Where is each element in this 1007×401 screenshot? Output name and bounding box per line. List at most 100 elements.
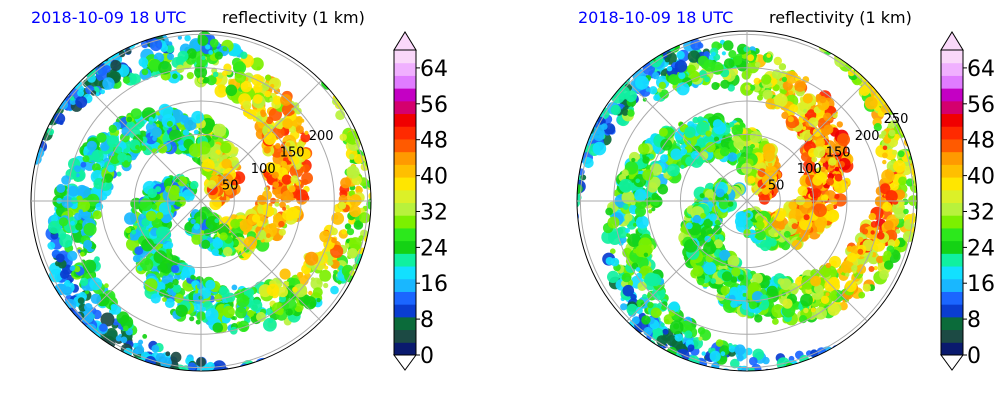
echo-cell <box>190 274 196 280</box>
echo-cell <box>339 133 347 141</box>
echo-cell <box>742 292 747 297</box>
echo-cell <box>169 185 180 196</box>
echo-cell <box>704 235 711 243</box>
echo-cell <box>31 133 38 141</box>
echo-cell <box>83 330 91 338</box>
echo-cell <box>715 339 724 347</box>
echo-cell <box>220 373 234 387</box>
echo-cell <box>135 144 140 150</box>
range-ring-label: 250 <box>884 112 909 127</box>
echo-cell <box>836 121 843 128</box>
echo-cell <box>908 131 917 146</box>
echo-cell <box>577 197 581 208</box>
echo-cell <box>195 319 201 325</box>
echo-cell <box>76 73 81 79</box>
echo-cell <box>868 212 877 221</box>
echo-cell <box>347 104 358 114</box>
echo-cell <box>148 120 153 125</box>
echo-cell <box>233 61 247 75</box>
echo-cell <box>715 188 725 198</box>
echo-cell <box>710 370 722 371</box>
echo-cell <box>79 277 89 287</box>
echo-cell <box>271 171 279 179</box>
echo-cell <box>678 361 684 367</box>
echo-cell <box>735 53 743 60</box>
echo-cell <box>83 239 93 250</box>
echo-cell <box>131 229 137 235</box>
echo-cell <box>151 344 160 353</box>
echo-cell <box>247 309 255 318</box>
echo-cell <box>17 166 30 179</box>
echo-cell <box>647 301 654 309</box>
echo-cell <box>194 372 201 379</box>
echo-cell <box>820 295 830 304</box>
echo-cell <box>342 90 349 97</box>
echo-cell <box>666 163 680 177</box>
echo-cell <box>860 68 867 75</box>
colorbar-extend-min <box>393 354 417 371</box>
echo-cell <box>356 112 366 123</box>
echo-cell <box>770 78 778 85</box>
echo-cell <box>662 328 669 335</box>
echo-cell <box>711 82 720 90</box>
echo-cell <box>272 188 279 195</box>
echo-cell <box>374 182 380 188</box>
echo-cell <box>129 73 141 85</box>
echo-cell <box>754 61 761 68</box>
echo-cell <box>674 333 683 342</box>
echo-cell <box>96 43 110 57</box>
echo-cell <box>219 285 228 294</box>
echo-cell <box>895 228 901 234</box>
echo-cell <box>171 265 179 273</box>
echo-cell <box>308 290 313 296</box>
echo-cell <box>582 119 594 130</box>
echo-cell <box>911 138 917 150</box>
echo-cell <box>285 308 293 316</box>
echo-cell <box>64 279 71 287</box>
echo-cell <box>781 374 786 379</box>
echo-cell <box>570 154 577 161</box>
echo-cell <box>205 44 211 50</box>
echo-cell <box>577 174 579 184</box>
echo-cell <box>711 51 716 57</box>
echo-cell <box>75 223 83 231</box>
range-ring-label: 100 <box>251 162 276 177</box>
echo-cell <box>700 212 706 219</box>
echo-cell <box>104 283 109 289</box>
echo-cell <box>763 150 775 162</box>
echo-cell <box>353 107 361 116</box>
echo-cell <box>657 87 662 93</box>
echo-cell <box>857 248 864 255</box>
colorbar-tick-label: 48 <box>420 129 448 154</box>
echo-cell <box>151 203 158 210</box>
echo-cell <box>666 355 678 367</box>
echo-cell <box>268 318 274 324</box>
echo-cell <box>162 372 169 379</box>
echo-cell <box>235 306 247 319</box>
polar-grid <box>577 31 917 371</box>
echo-cell <box>803 108 808 113</box>
echo-cell <box>370 170 371 181</box>
echo-cell <box>300 132 311 143</box>
colorbar-tick-label: 56 <box>967 93 995 118</box>
echo-cell <box>324 265 329 270</box>
echo-cell <box>90 53 97 60</box>
echo-cell <box>774 232 779 237</box>
echo-cell <box>631 316 640 325</box>
colorbar-swatch <box>394 50 416 64</box>
echo-cell <box>755 373 764 382</box>
echo-cell <box>309 301 317 308</box>
echo-cell <box>749 130 763 143</box>
echo-cell <box>362 153 371 163</box>
echo-cell <box>622 203 629 210</box>
echo-cell <box>124 212 137 225</box>
echo-cell <box>752 348 765 361</box>
echo-cell <box>858 236 864 242</box>
echo-cell <box>720 285 730 295</box>
echo-cell <box>236 294 250 308</box>
echo-cell <box>830 260 837 267</box>
echo-cell <box>564 178 571 185</box>
echo-cell <box>212 123 227 138</box>
echo-cell <box>685 222 693 230</box>
